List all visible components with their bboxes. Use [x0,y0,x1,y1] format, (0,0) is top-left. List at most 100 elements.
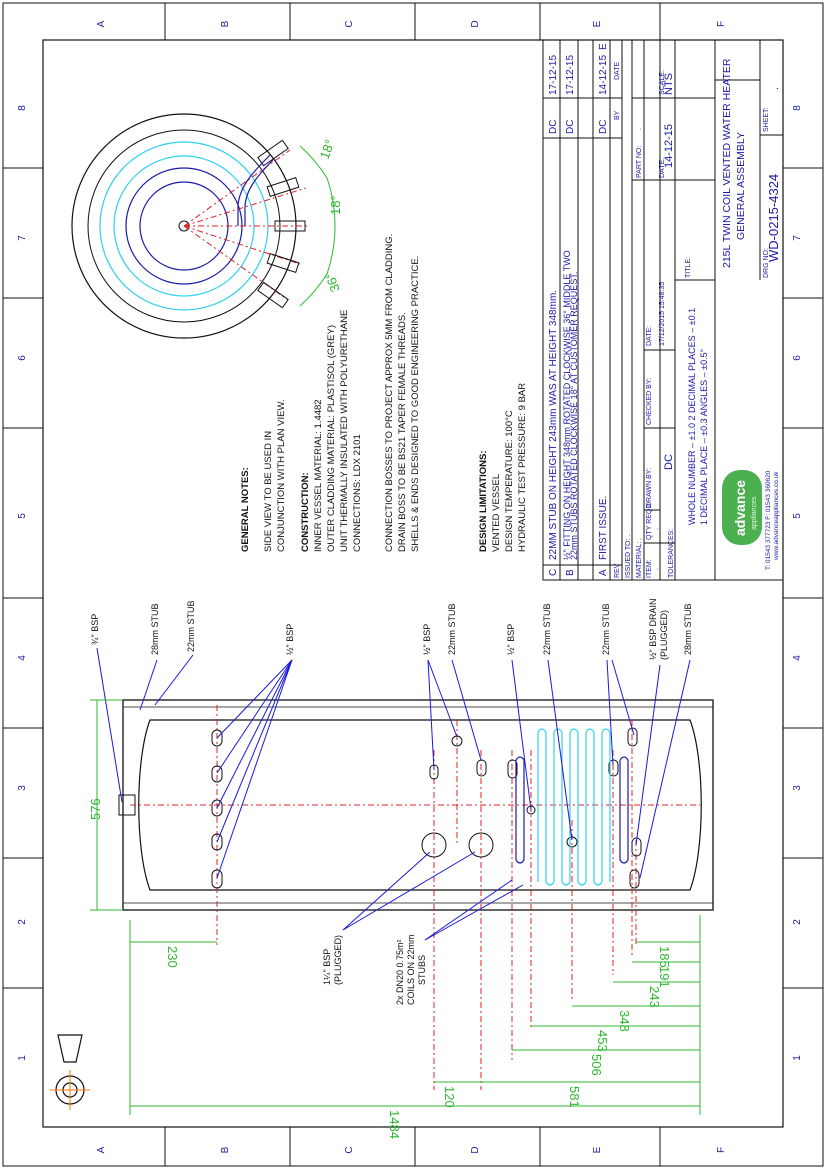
notes-design-2: DESIGN TEMPERATURE: 100°C [504,410,515,552]
zone-col-6-right: 6 [792,355,803,361]
drg-no-label: DRG NO: [763,248,770,278]
zone-row-e-top: E [592,20,603,27]
zone-col-8-left: 8 [17,105,28,111]
dimension-lines: 576 230 185 191 243 348 453 506 581 120 … [88,699,701,1139]
zone-col-3-left: 3 [17,785,28,791]
zone-col-4-right: 4 [792,655,803,661]
scale-value: NTS [663,73,675,95]
notes-design-3: HYDRAULIC TEST PRESSURE: 9 BAR [517,383,528,552]
callout-22mm-stub-c: 22mm STUB [542,603,552,655]
callout-28mm-stub-top: 28mm STUB [150,603,160,655]
sheet-value: . [769,87,781,90]
rev-header-rev: REV [614,563,621,578]
dim-1484: 1484 [387,1110,402,1139]
part-no-value: . [636,128,643,130]
zone-marks: 8 7 6 5 4 3 2 1 8 7 6 5 4 3 2 1 A B C D … [3,3,823,1166]
title-label: TITLE: [685,257,692,278]
dim-581: 581 [567,1086,582,1108]
dim-348: 348 [617,1010,632,1032]
part-no-label: PART NO: [636,146,643,178]
logo-subtext: appliances [751,496,758,530]
zone-row-f-bottom: F [716,1147,727,1153]
notes-general-1: SIDE VIEW TO BE USED IN [263,431,274,552]
zone-col-1-right: 1 [792,1055,803,1061]
plan-view: 18° 18° 36° [71,113,343,339]
material-label: MATERIAL: [636,542,643,578]
zone-col-5-left: 5 [17,513,28,519]
rev-b-letter: B [565,569,576,576]
notes-conn-1: CONNECTION BOSSES TO PROJECT APPROX 5MM … [384,234,395,552]
zone-row-c-bottom: C [344,1146,355,1153]
drawing-title-1: 215L TWIN COIL VENTED WATER HEATER [721,58,733,268]
rev-a-date: 14-12-15 [598,55,609,95]
angle-36: 36° [322,270,343,294]
zone-col-5-right: 5 [792,513,803,519]
drawing-number: WD-0215-4324 [766,174,781,262]
notes-general-2: CONJUNCTION WITH PLAN VIEW. [276,399,287,552]
contact-line-1: T: 01543 377723 F: 01543 360620 [765,470,772,570]
zone-row-f-top: F [716,21,727,27]
notes-construction-title: CONSTRUCTION: [300,472,311,552]
notes-construction-2: OUTER CLADDING MATERIAL: PLASTISOL (GREY… [326,325,337,552]
zone-row-d-bottom: D [470,1146,481,1153]
item-value: . [653,568,660,570]
callout-coils-1: 2x DN20 0.75m² [395,939,405,1005]
company-logo: advance appliances [722,470,762,545]
connection-slots [211,727,642,889]
rev-a-by: DC [598,120,609,134]
angle-18-lower: 18° [328,195,343,215]
dim-191: 191 [657,966,672,988]
zone-col-6-left: 6 [17,355,28,361]
qty-reqd-value: . [653,528,660,530]
zone-col-3-right: 3 [792,785,803,791]
rev-c-letter: C [548,569,559,576]
zone-row-a-bottom: A [96,1146,107,1153]
zone-col-2-right: 2 [792,919,803,925]
callout-bsp-half-c: ½" BSP [506,624,516,655]
callout-bsp-half-a: ½" BSP [285,624,295,655]
rev-b-desc2: 22mm STUBS ROTATED CLOCKWISE 18° AT CUST… [569,272,579,560]
zone-col-8-right: 8 [792,105,803,111]
drawing-title-2: GENERAL ASSEMBLY [735,132,747,240]
item-label: ITEM: [646,559,653,578]
rev-b-date: 17-12-15 [565,55,576,95]
dim-576: 576 [88,798,103,820]
callout-28mm-stub-bottom: 28mm STUB [683,603,693,655]
dim-120: 120 [442,1086,457,1108]
callout-drain-1: ½" BSP DRAIN [648,598,658,660]
zone-row-c-top: C [344,20,355,27]
scale-label: SCALE: [659,70,666,95]
side-view [118,699,714,1090]
rev-c-desc: 22MM STUB ON HEIGHT 243mm WAS AT HEIGHT … [548,290,559,560]
rev-b-by: DC [565,120,576,134]
notes-conn-3: SHELLS & ENDS DESIGNED TO GOOD ENGINEERI… [410,256,421,552]
callout-bsp-1-4-a: 1¼" BSP [322,949,332,985]
callout-coils-2: COILS ON 22mm [406,934,416,1005]
zone-row-d-top: D [470,20,481,27]
general-notes: GENERAL NOTES: SIDE VIEW TO BE USED IN C… [240,234,528,552]
issued-to-label: ISSUED TO: [625,539,632,578]
rev-e-zone: E [598,43,609,50]
rev-c-date: 17-12-15 [548,55,559,95]
callout-22mm-stub-d: 22mm STUB [601,603,611,655]
zone-row-e-bottom: E [592,1146,603,1153]
title-block: C 22MM STUB ON HEIGHT 243mm WAS AT HEIGH… [542,39,784,581]
notes-conn-2: DRAIN BOSS TO BE BS21 TAPER FEMALE THREA… [397,312,408,552]
dim-243: 243 [647,986,662,1008]
issued-to-value: . [625,534,632,536]
zone-col-4-left: 4 [17,655,28,661]
zone-col-2-left: 2 [17,919,28,925]
tolerances-label: TOLERANCES: [668,529,675,578]
notes-construction-4: CONNECTIONS: LDX 2101 [352,434,363,552]
dim-506: 506 [589,1054,604,1076]
callout-22mm-stub-b: 22mm STUB [447,603,457,655]
zone-col-7-left: 7 [17,235,28,241]
logo-text: advance [732,480,748,536]
heating-coils [515,728,629,886]
callouts: ¾" BSP 28mm STUB 22mm STUB ½" BSP ½" BSP… [90,598,693,1005]
date-value: 17/12/2015 15:48:35 [659,282,666,346]
notes-construction-3: UNIT THERMALLY INSULATED WITH POLYURETHA… [339,310,350,552]
dim-230: 230 [165,946,180,968]
callout-22mm-stub-a: 22mm STUB [186,600,196,652]
callout-bsp-half-b: ½" BSP [422,624,432,655]
